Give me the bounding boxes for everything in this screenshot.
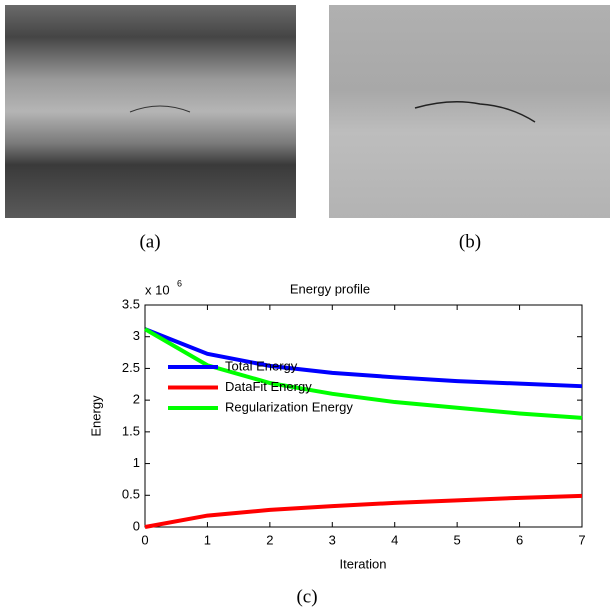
image-a	[5, 5, 296, 218]
legend-label: Total Energy	[225, 358, 298, 373]
x-tick-label: 7	[578, 532, 585, 547]
legend-label: Regularization Energy	[225, 399, 353, 414]
caption: (c)	[296, 586, 317, 607]
legend-label: DataFit Energy	[225, 379, 312, 394]
x-tick-label: 3	[329, 532, 336, 547]
x-tick-label: 0	[141, 532, 148, 547]
image-b	[329, 5, 610, 218]
crack-a	[129, 105, 191, 113]
y-tick-label: 2.5	[122, 360, 140, 375]
x-tick-label: 5	[454, 532, 461, 547]
axes-box	[144, 304, 583, 528]
y-tick-label: 1	[133, 455, 140, 470]
y-tick-label: 3.5	[122, 296, 140, 311]
chart-title: Energy profile	[290, 281, 370, 296]
x-tick-label: 6	[516, 532, 523, 547]
y-tick-label: 3	[133, 328, 140, 343]
series-line	[144, 327, 583, 389]
caption: (b)	[459, 231, 481, 252]
y-multiplier-exponent: 6	[177, 278, 182, 288]
crack-b	[414, 101, 536, 123]
x-axis-label: Iteration	[340, 556, 387, 571]
y-axis-label: Energy	[88, 395, 103, 437]
caption: (a)	[139, 231, 160, 252]
x-tick-label: 4	[391, 532, 398, 547]
y-multiplier: x 10	[145, 282, 170, 297]
y-tick-label: 2	[133, 392, 140, 407]
x-tick-label: 2	[266, 532, 273, 547]
x-tick-label: 1	[204, 532, 211, 547]
series-line	[144, 493, 583, 529]
y-tick-label: 1.5	[122, 423, 140, 438]
y-tick-label: 0	[133, 518, 140, 533]
y-tick-label: 0.5	[122, 487, 140, 502]
